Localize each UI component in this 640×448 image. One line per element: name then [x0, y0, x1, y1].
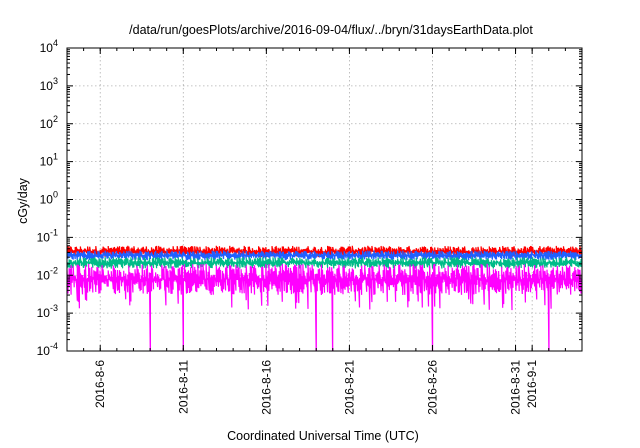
y-tick-label-exponent: 2 [53, 114, 58, 124]
y-tick-label: 100 [40, 190, 58, 207]
x-tick-label: 2016-8-11 [176, 360, 190, 414]
y-tick-label-base: 10 [40, 155, 54, 169]
series-line [67, 257, 582, 269]
series-line [67, 263, 582, 351]
y-tick-label-base: 10 [40, 79, 54, 93]
x-tick-label: 2016-8-16 [259, 360, 273, 415]
y-tick-label: 104 [40, 38, 58, 55]
y-tick-label-exponent: -2 [50, 265, 58, 275]
y-tick-label-base: 10 [40, 193, 54, 207]
x-tick-label: 2016-8-21 [342, 360, 356, 415]
y-tick-label: 101 [40, 152, 58, 169]
ticks [66, 47, 583, 352]
y-tick-label-exponent: -1 [50, 227, 58, 237]
y-tick-label-base: 10 [37, 344, 51, 358]
y-tick-label-exponent: 1 [53, 152, 58, 162]
series-line [67, 250, 582, 261]
y-tick-label-base: 10 [37, 268, 51, 282]
y-tick-label-exponent: -4 [50, 341, 58, 351]
y-tick-label-exponent: 3 [53, 76, 58, 86]
y-tick-label: 10-3 [37, 303, 58, 320]
y-tick-label-exponent: -3 [50, 303, 58, 313]
y-tick-label-exponent: 0 [53, 190, 58, 200]
y-tick-label: 102 [40, 114, 58, 131]
data-layer [67, 245, 582, 351]
y-tick-label-exponent: 4 [53, 38, 58, 48]
y-tick-label: 10-1 [37, 227, 58, 244]
y-tick-label-base: 10 [40, 41, 54, 55]
x-tick-label: 2016-8-6 [93, 360, 107, 408]
y-tick-label: 10-2 [37, 265, 58, 282]
x-tick-label: 2016-8-26 [425, 360, 439, 415]
y-tick-label-base: 10 [37, 306, 51, 320]
y-tick-label: 103 [40, 76, 58, 93]
y-tick-label-base: 10 [40, 117, 54, 131]
x-tick-label: 2016-9-1 [525, 360, 539, 408]
y-axis-label: cGy/day [16, 177, 30, 224]
grid [67, 48, 582, 351]
y-tick-label: 10-4 [37, 341, 58, 358]
x-tick-label: 2016-8-31 [509, 360, 523, 415]
x-tick-labels: 2016-8-6 2016-8-11 2016-8-16 2016-8-21 2016-… [93, 360, 539, 415]
y-tick-label-base: 10 [37, 230, 51, 244]
x-axis-label: Coordinated Universal Time (UTC) [227, 429, 419, 443]
chart-title: /data/run/goesPlots/archive/2016-09-04/f… [129, 23, 533, 37]
